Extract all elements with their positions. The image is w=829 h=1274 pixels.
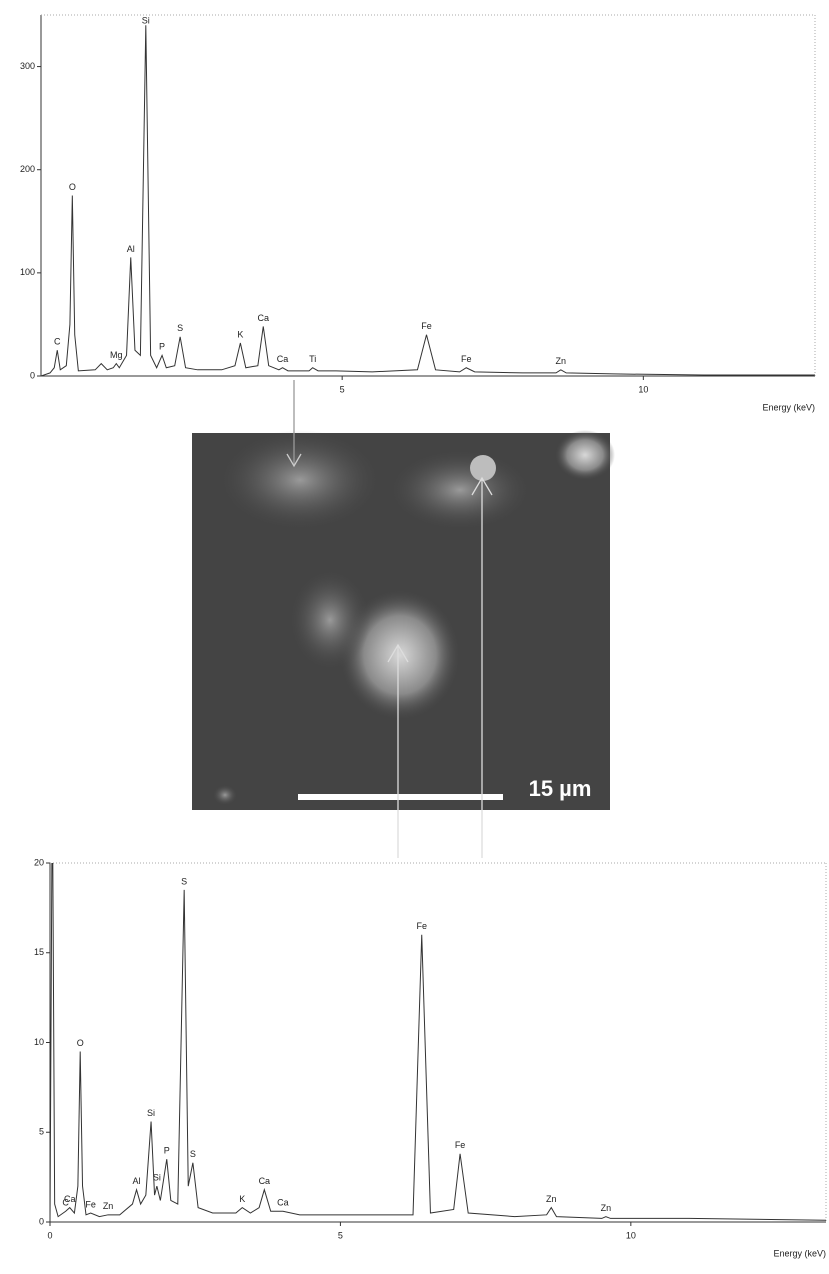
sem-image: 15 µm — [192, 430, 615, 810]
y-tick-label: 100 — [20, 267, 35, 277]
peak-label: Zn — [546, 1194, 557, 1204]
x-tick-label: 0 — [47, 1230, 52, 1240]
peak-label: K — [237, 329, 243, 339]
peak-label: Si — [147, 1108, 155, 1118]
y-tick-label: 10 — [34, 1037, 44, 1047]
y-tick-label: 5 — [39, 1127, 44, 1137]
peak-label: Fe — [416, 921, 427, 931]
peak-label: S — [181, 876, 187, 886]
peak-label: Ca — [259, 1176, 271, 1186]
peak-label: C — [54, 337, 61, 347]
peak-label: Mg — [110, 350, 123, 360]
texture — [213, 785, 237, 805]
x-tick-label: 10 — [638, 384, 648, 394]
x-tick-label: 5 — [340, 384, 345, 394]
spectrum-line — [50, 863, 826, 1222]
texture — [290, 570, 370, 670]
y-tick-label: 15 — [34, 947, 44, 957]
peak-label: Zn — [601, 1203, 612, 1213]
texture — [390, 450, 530, 530]
peak-label: Al — [133, 1176, 141, 1186]
y-tick-label: 200 — [20, 164, 35, 174]
peak-label: Fe — [461, 354, 472, 364]
peak-label: O — [69, 182, 76, 192]
peak-label: S — [190, 1149, 196, 1159]
particle — [470, 455, 496, 481]
x-axis-label: Energy (keV) — [762, 402, 815, 412]
y-tick-label: 300 — [20, 61, 35, 71]
plot — [41, 25, 815, 376]
spectrum-line — [41, 25, 815, 376]
pointer-arrows — [286, 380, 493, 858]
peak-label: Si — [153, 1172, 161, 1182]
peak-label: Fe — [455, 1140, 466, 1150]
peak-label: Fe — [85, 1199, 96, 1209]
texture — [220, 430, 380, 530]
particle — [340, 590, 460, 720]
peak-label: Zn — [556, 356, 567, 366]
arrow-head — [471, 476, 493, 496]
peak-label: K — [239, 1194, 245, 1204]
peak-label: P — [159, 342, 165, 352]
peak-label: S — [177, 323, 183, 333]
peak-label: C — [62, 1198, 69, 1208]
texture — [555, 430, 615, 480]
peak-label: Ca — [258, 313, 270, 323]
peak-label: Ca — [277, 354, 289, 364]
arrow-head — [286, 453, 302, 468]
x-tick-label: 5 — [338, 1230, 343, 1240]
arrow-head — [387, 643, 409, 663]
peak-label: Ca — [277, 1198, 289, 1208]
x-tick-label: 10 — [626, 1230, 636, 1240]
peak-label: Si — [142, 15, 150, 25]
scale-bar-label: 15 µm — [529, 776, 592, 801]
peak-label: Zn — [103, 1201, 114, 1211]
peak-label: O — [77, 1038, 84, 1048]
plot — [50, 863, 826, 1222]
x-axis-label: Energy (keV) — [773, 1248, 826, 1258]
peak-label: Ca — [64, 1194, 76, 1204]
y-tick-label: 0 — [30, 370, 35, 380]
peak-label: Ti — [309, 354, 316, 364]
y-tick-label: 0 — [39, 1216, 44, 1226]
peak-label: P — [164, 1146, 170, 1156]
peak-label: Al — [127, 244, 135, 254]
spectrum-chart: 0 100 200 300 5 10 Energy (keV) C O Mg Al Si P S K Ca Ca… — [20, 14, 816, 412]
peak-label: Fe — [421, 321, 432, 331]
y-tick-label: 20 — [34, 857, 44, 867]
